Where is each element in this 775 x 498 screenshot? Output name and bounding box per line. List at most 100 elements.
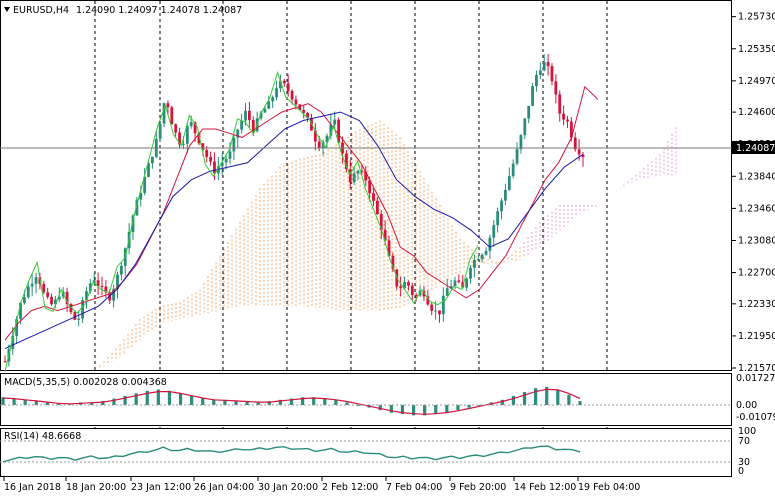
time-label: 14 Feb 12:00 (514, 482, 576, 493)
candle-body (434, 310, 437, 312)
dropdown-triangle-icon[interactable] (4, 7, 10, 12)
macd-bar (223, 399, 227, 405)
macd-bar (511, 395, 516, 405)
candle-body (228, 151, 232, 159)
macd-bar (423, 405, 427, 416)
candle-body (562, 113, 566, 120)
macd-bar (300, 397, 305, 405)
time-label: 18 Jan 20:00 (66, 482, 126, 493)
candle-body (119, 265, 123, 275)
candle-body (69, 304, 73, 313)
macd-bar (323, 398, 327, 405)
time-axis[interactable]: 16 Jan 2018 18 Jan 20:00 23 Jan 12:00 26 Ja… (3, 476, 640, 493)
candle-body (294, 99, 298, 105)
candle-body (554, 81, 558, 95)
macd-bar (289, 398, 294, 405)
macd-bar (278, 399, 283, 405)
time-label: 7 Feb 04:00 (386, 482, 442, 493)
candle-body (135, 199, 139, 216)
candle-body (500, 200, 503, 212)
candle-body (344, 153, 348, 170)
candle-body (247, 110, 251, 121)
candle-body (566, 119, 569, 122)
candle-body (131, 215, 135, 232)
candle-body (426, 296, 430, 305)
candle-body (546, 62, 550, 67)
candle-body (73, 312, 77, 320)
macd-bar (190, 395, 194, 405)
candle-body (399, 286, 403, 289)
candle-body (472, 259, 476, 268)
candle-body (538, 70, 542, 75)
macd-pane[interactable] (0, 373, 732, 426)
candle-body (465, 278, 469, 288)
candle-body (438, 310, 441, 315)
candle-body (88, 283, 92, 292)
rsi-axis-label: 100 (738, 426, 756, 437)
candle-body (170, 107, 174, 125)
candle-body (403, 282, 406, 289)
macd-bar (578, 401, 582, 405)
macd-bar (500, 399, 504, 405)
symbol-timeframe: EURUSD,H4 (13, 5, 69, 16)
candle-body (569, 121, 573, 138)
time-label: 16 Jan 2018 (4, 482, 61, 493)
candle-body (65, 291, 69, 305)
candle-body (286, 83, 290, 91)
candle-body (193, 122, 197, 134)
candle-body (519, 135, 523, 150)
candle-body (352, 173, 356, 183)
macd-bar (45, 402, 49, 405)
candle-body (387, 240, 391, 256)
macd-axis: 0.01727 0.00-0.010793 (736, 373, 775, 423)
candle-body (158, 123, 162, 139)
macd-bar (256, 402, 260, 405)
vertical-grid (94, 1, 608, 476)
macd-bar (545, 386, 549, 405)
candle-body (46, 292, 50, 297)
kijun-sen-line (4, 111, 584, 350)
candle-body (139, 192, 143, 200)
candle-body (581, 154, 585, 158)
macd-bar (556, 389, 560, 405)
candle-body (50, 296, 53, 305)
candle-body (178, 132, 181, 145)
price-axis[interactable]: 1.257301.253501.249701.246001.242201.238… (732, 12, 775, 374)
candle-body (271, 97, 275, 102)
candle-body (116, 274, 119, 289)
macd-bar (234, 401, 238, 405)
candle-body (34, 277, 38, 284)
candle-body (410, 285, 414, 295)
rsi-line (2, 445, 581, 463)
macd-bar (411, 405, 416, 416)
candle-body (244, 110, 247, 121)
macd-bar (445, 405, 449, 413)
candle-body (96, 280, 100, 287)
candle-body (100, 286, 104, 288)
candle-body (147, 163, 150, 177)
macd-label: MACD(5,35,5) 0.002028 0.004368 (4, 377, 167, 388)
time-label: 26 Jan 04:00 (194, 482, 254, 493)
candle-body (104, 286, 108, 293)
candle-body (282, 80, 286, 84)
candle-body (267, 101, 271, 109)
main-pane[interactable] (0, 0, 732, 477)
candle-body (515, 149, 519, 164)
candle-body (213, 161, 216, 174)
candle-body (364, 171, 368, 181)
candle-body (112, 288, 116, 301)
macd-bar (56, 403, 61, 405)
candle-body (523, 118, 527, 136)
candle-body (92, 280, 96, 284)
macd-bar (456, 405, 460, 411)
candle-body (189, 122, 193, 127)
macd-bar (389, 405, 393, 413)
candle-body (480, 254, 484, 260)
candle-body (3, 361, 7, 363)
rsi-pane[interactable] (0, 428, 732, 477)
candle-body (469, 267, 472, 279)
time-label: 30 Jan 20:00 (258, 482, 318, 493)
candle-body (333, 119, 337, 125)
candlesticks (3, 53, 585, 367)
